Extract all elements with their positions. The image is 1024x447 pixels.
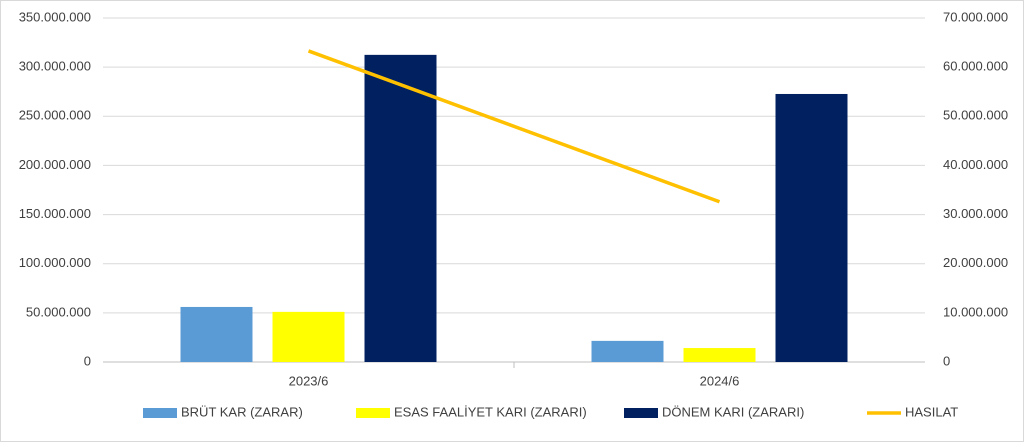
y2-tick-label: 20.000.000 [943,255,1008,270]
legend-label: HASILAT [905,404,958,419]
bar [272,311,345,362]
y2-tick-label: 10.000.000 [943,304,1008,319]
y-tick-label: 50.000.000 [26,304,91,319]
y-tick-label: 150.000.000 [19,206,91,221]
y-tick-label: 0 [84,353,91,368]
legend-marker [624,408,658,418]
y2-tick-label: 60.000.000 [943,59,1008,74]
y-tick-label: 200.000.000 [19,157,91,172]
y-tick-label: 300.000.000 [19,59,91,74]
x-tick-label: 2024/6 [700,373,740,388]
legend-marker [356,408,390,418]
legend-label: DÖNEM KARI (ZARARI) [662,404,804,419]
y-tick-label: 250.000.000 [19,108,91,123]
bar [775,93,848,362]
x-tick-label: 2023/6 [289,373,329,388]
bar [180,306,253,362]
legend-marker [143,408,177,418]
bar [591,340,664,362]
legend-label: BRÜT KAR (ZARAR) [181,404,303,419]
y2-tick-label: 50.000.000 [943,108,1008,123]
y2-tick-label: 70.000.000 [943,9,1008,24]
y2-tick-label: 0 [943,353,950,368]
y2-tick-label: 30.000.000 [943,206,1008,221]
y2-tick-label: 40.000.000 [943,157,1008,172]
y-tick-label: 100.000.000 [19,255,91,270]
y-tick-label: 350.000.000 [19,9,91,24]
legend-label: ESAS FAALİYET KARI (ZARARI) [394,404,587,419]
bar [364,54,437,362]
line [307,49,721,204]
bar [683,348,756,362]
